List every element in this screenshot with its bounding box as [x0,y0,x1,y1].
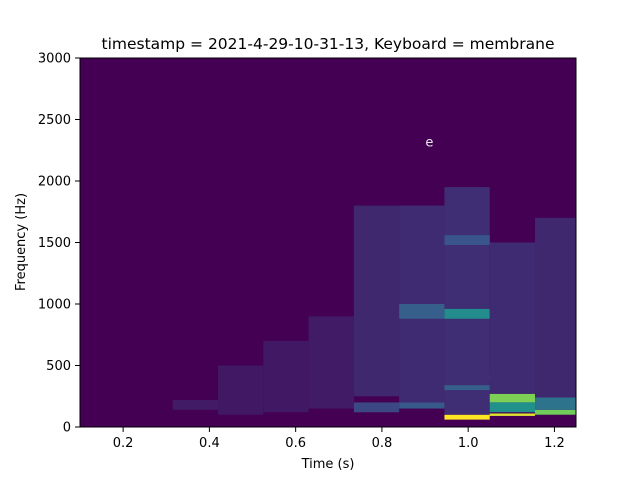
plot-area: e [79,57,577,428]
y-tick-label: 1000 [38,298,71,313]
y-axis: 0 500 1000 1500 2000 2500 3000 [38,52,80,436]
spectrogram-band [489,393,536,403]
spectrogram-band [399,402,445,409]
y-tick-label: 500 [46,359,71,374]
y-tick-label: 2000 [38,175,71,190]
x-tick-label: 1.0 [458,436,479,451]
spectrogram-bands [172,187,576,420]
annotation-label: e [425,136,433,151]
spectrogram-band [489,413,536,416]
chart-title: timestamp = 2021-4-29-10-31-13, Keyboard… [102,35,555,53]
spectrogram-band [489,242,536,394]
spectrogram-band [444,414,490,420]
spectrogram-band [535,217,576,398]
y-tick-label: 3000 [38,52,71,67]
y-tick-label: 1500 [38,236,71,251]
y-axis-label: Frequency (Hz) [14,193,29,291]
spectrogram-band [535,409,576,415]
spectrogram-band [444,308,490,319]
x-axis-label: Time (s) [301,457,355,472]
spectrogram-band [535,397,576,410]
spectrogram-band [399,304,445,319]
spectrogram-band [489,402,536,413]
y-tick-label: 0 [63,421,71,436]
spectrogram-band [444,385,490,391]
spectrogram-band [263,340,309,413]
spectrogram-band [172,399,219,410]
x-tick-label: 0.8 [372,436,393,451]
x-axis: 0.2 0.4 0.6 0.8 1.0 1.2 [113,427,565,451]
spectrogram-band [353,205,400,397]
x-tick-label: 0.6 [285,436,306,451]
x-tick-label: 0.4 [199,436,220,451]
spectrogram-band [308,316,354,409]
x-tick-label: 1.2 [544,436,565,451]
spectrogram-band [444,187,490,415]
spectrogram-band [218,365,264,415]
spectrogram-band [444,235,490,245]
y-tick-label: 2500 [38,113,71,128]
x-tick-label: 0.2 [113,436,134,451]
spectrogram-band [353,402,400,413]
